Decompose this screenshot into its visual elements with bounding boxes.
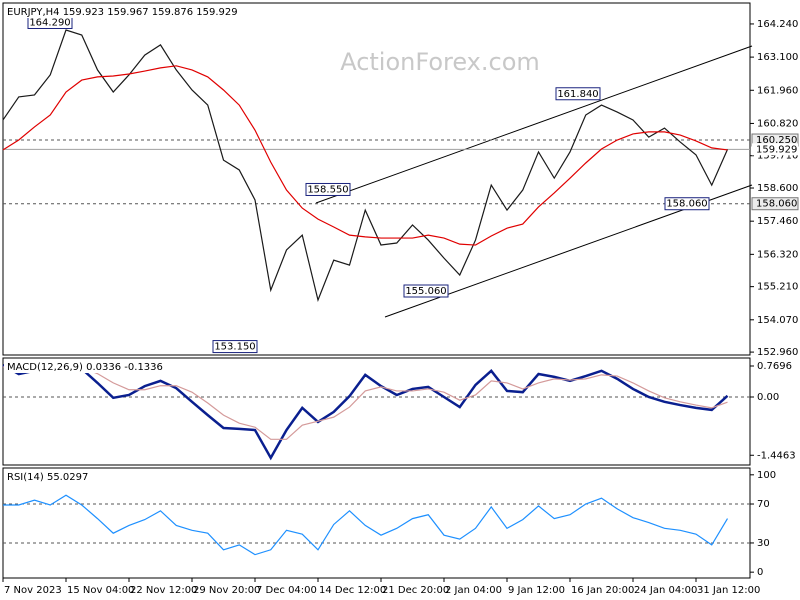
series-line: [2, 364, 729, 461]
y-tick-label: 164.240: [757, 19, 798, 30]
annotation-label: 158.060: [666, 199, 707, 210]
x-tick-label: 7 Nov 2023: [4, 585, 62, 596]
title-bg: [4, 470, 164, 483]
channel-upper: [315, 45, 753, 204]
series-line: [3, 494, 729, 556]
series-line: [2, 366, 728, 440]
y-tick-label: 0.00: [757, 392, 779, 403]
level-label: 160.250: [756, 135, 797, 146]
y-tick-label: 30: [757, 538, 770, 549]
x-tick-label: 21 Dec 20:00: [382, 585, 449, 596]
y-tick-label: 160.820: [757, 118, 798, 129]
y-tick-label: 152.960: [757, 347, 798, 358]
series-line: [2, 29, 729, 302]
x-tick-label: 15 Nov 04:00: [67, 585, 134, 596]
y-tick-label: 70: [757, 499, 770, 510]
y-tick-label: 157.460: [757, 216, 798, 227]
y-tick-label: 161.960: [757, 85, 798, 96]
annotation-box: [212, 340, 258, 354]
x-tick-label: 7 Dec 04:00: [256, 585, 317, 596]
rsi-panel: [2, 467, 751, 579]
x-tick-label: 9 Jan 12:00: [508, 585, 565, 596]
last-price-label: 159.929: [756, 144, 797, 155]
annotation-label: 155.060: [405, 286, 446, 297]
x-tick-label: 29 Nov 20:00: [193, 585, 260, 596]
title-bg: [4, 360, 164, 373]
annotation-label: 164.290: [29, 17, 70, 28]
y-tick-label: 0.7696: [757, 361, 792, 372]
x-tick-label: 31 Jan 12:00: [697, 585, 760, 596]
annotation-label: 153.150: [214, 342, 255, 353]
annotation-box: [403, 284, 449, 298]
y-tick-label: -1.4463: [757, 450, 796, 461]
level-label-box: [751, 197, 799, 211]
series-line: [2, 65, 728, 246]
x-tick-label: 14 Dec 12:00: [319, 585, 386, 596]
panel-title: RSI(14) 55.0297: [7, 472, 88, 483]
level-label: 158.060: [756, 199, 797, 210]
panel-title: MACD(12,26,9) 0.0336 -0.1336: [7, 362, 163, 373]
y-tick-label: 0: [757, 567, 763, 578]
annotation-label: 158.550: [307, 184, 348, 195]
watermark: ActionForex.com: [340, 48, 540, 76]
annotation-box: [305, 182, 351, 196]
annotation-box: [664, 197, 710, 211]
x-tick-label: 24 Jan 04:00: [634, 585, 697, 596]
y-tick-label: 100: [757, 470, 776, 481]
last-price-box: [752, 143, 798, 156]
y-tick-label: 158.600: [757, 183, 798, 194]
title-bg: [4, 5, 164, 18]
panel-title: EURJPY,H4 159.923 159.967 159.876 159.92…: [7, 7, 238, 18]
annotation-label: 161.840: [557, 89, 598, 100]
annotation-box: [555, 87, 601, 101]
y-tick-label: 155.210: [757, 282, 798, 293]
x-tick-label: 16 Jan 20:00: [571, 585, 634, 596]
price-panel: [2, 2, 751, 356]
macd-panel: [2, 357, 751, 466]
x-tick-label: 2 Jan 04:00: [445, 585, 502, 596]
y-tick-label: 156.320: [757, 249, 798, 260]
y-tick-label: 154.070: [757, 315, 798, 326]
x-tick-label: 22 Nov 12:00: [130, 585, 197, 596]
y-tick-label: 159.710: [757, 151, 798, 162]
y-tick-label: 163.100: [757, 52, 798, 63]
